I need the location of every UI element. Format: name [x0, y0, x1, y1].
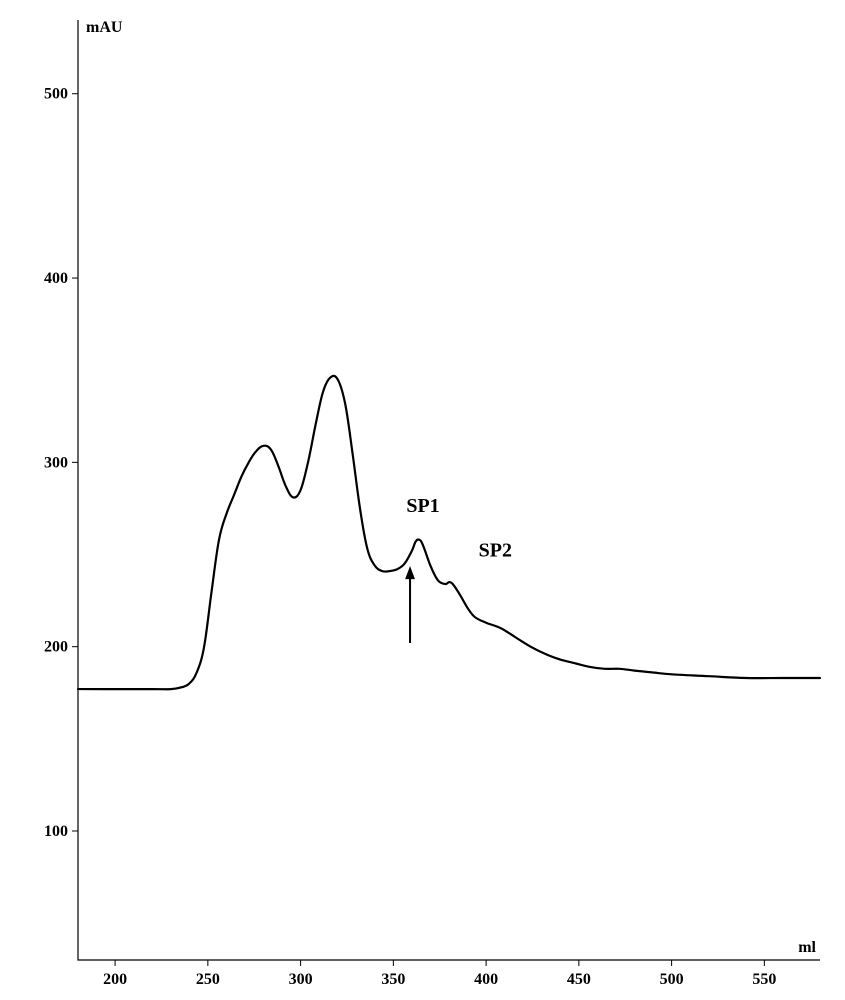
y-tick-label: 100: [44, 823, 68, 840]
x-tick-label: 350: [381, 971, 405, 988]
x-tick-label: 450: [567, 971, 591, 988]
x-tick-label: 200: [103, 971, 127, 988]
y-axis-unit: mAU: [86, 19, 123, 36]
chart-svg: 100 200 300 400 500 mAU 200 250 300 350 400 450 500 5…: [0, 0, 845, 1000]
x-axis-unit: ml: [798, 939, 816, 956]
annotation-sp1: SP1: [406, 495, 439, 517]
x-tick-label: 550: [752, 971, 776, 988]
x-tick-label: 400: [474, 971, 498, 988]
y-tick-label: 300: [44, 454, 68, 471]
y-tick-label: 500: [44, 86, 68, 103]
x-tick-label: 300: [289, 971, 313, 988]
axes: [78, 20, 820, 960]
y-tick-label: 200: [44, 639, 68, 656]
y-tick-label: 400: [44, 270, 68, 287]
annotation-sp2: SP2: [479, 539, 512, 561]
x-tick-label: 250: [196, 971, 220, 988]
chromatogram-chart: 100 200 300 400 500 mAU 200 250 300 350 400 450 500 5…: [0, 0, 845, 1000]
arrow-head-icon: [406, 567, 414, 578]
chromatogram-trace: [78, 376, 820, 689]
x-tick-label: 500: [660, 971, 684, 988]
